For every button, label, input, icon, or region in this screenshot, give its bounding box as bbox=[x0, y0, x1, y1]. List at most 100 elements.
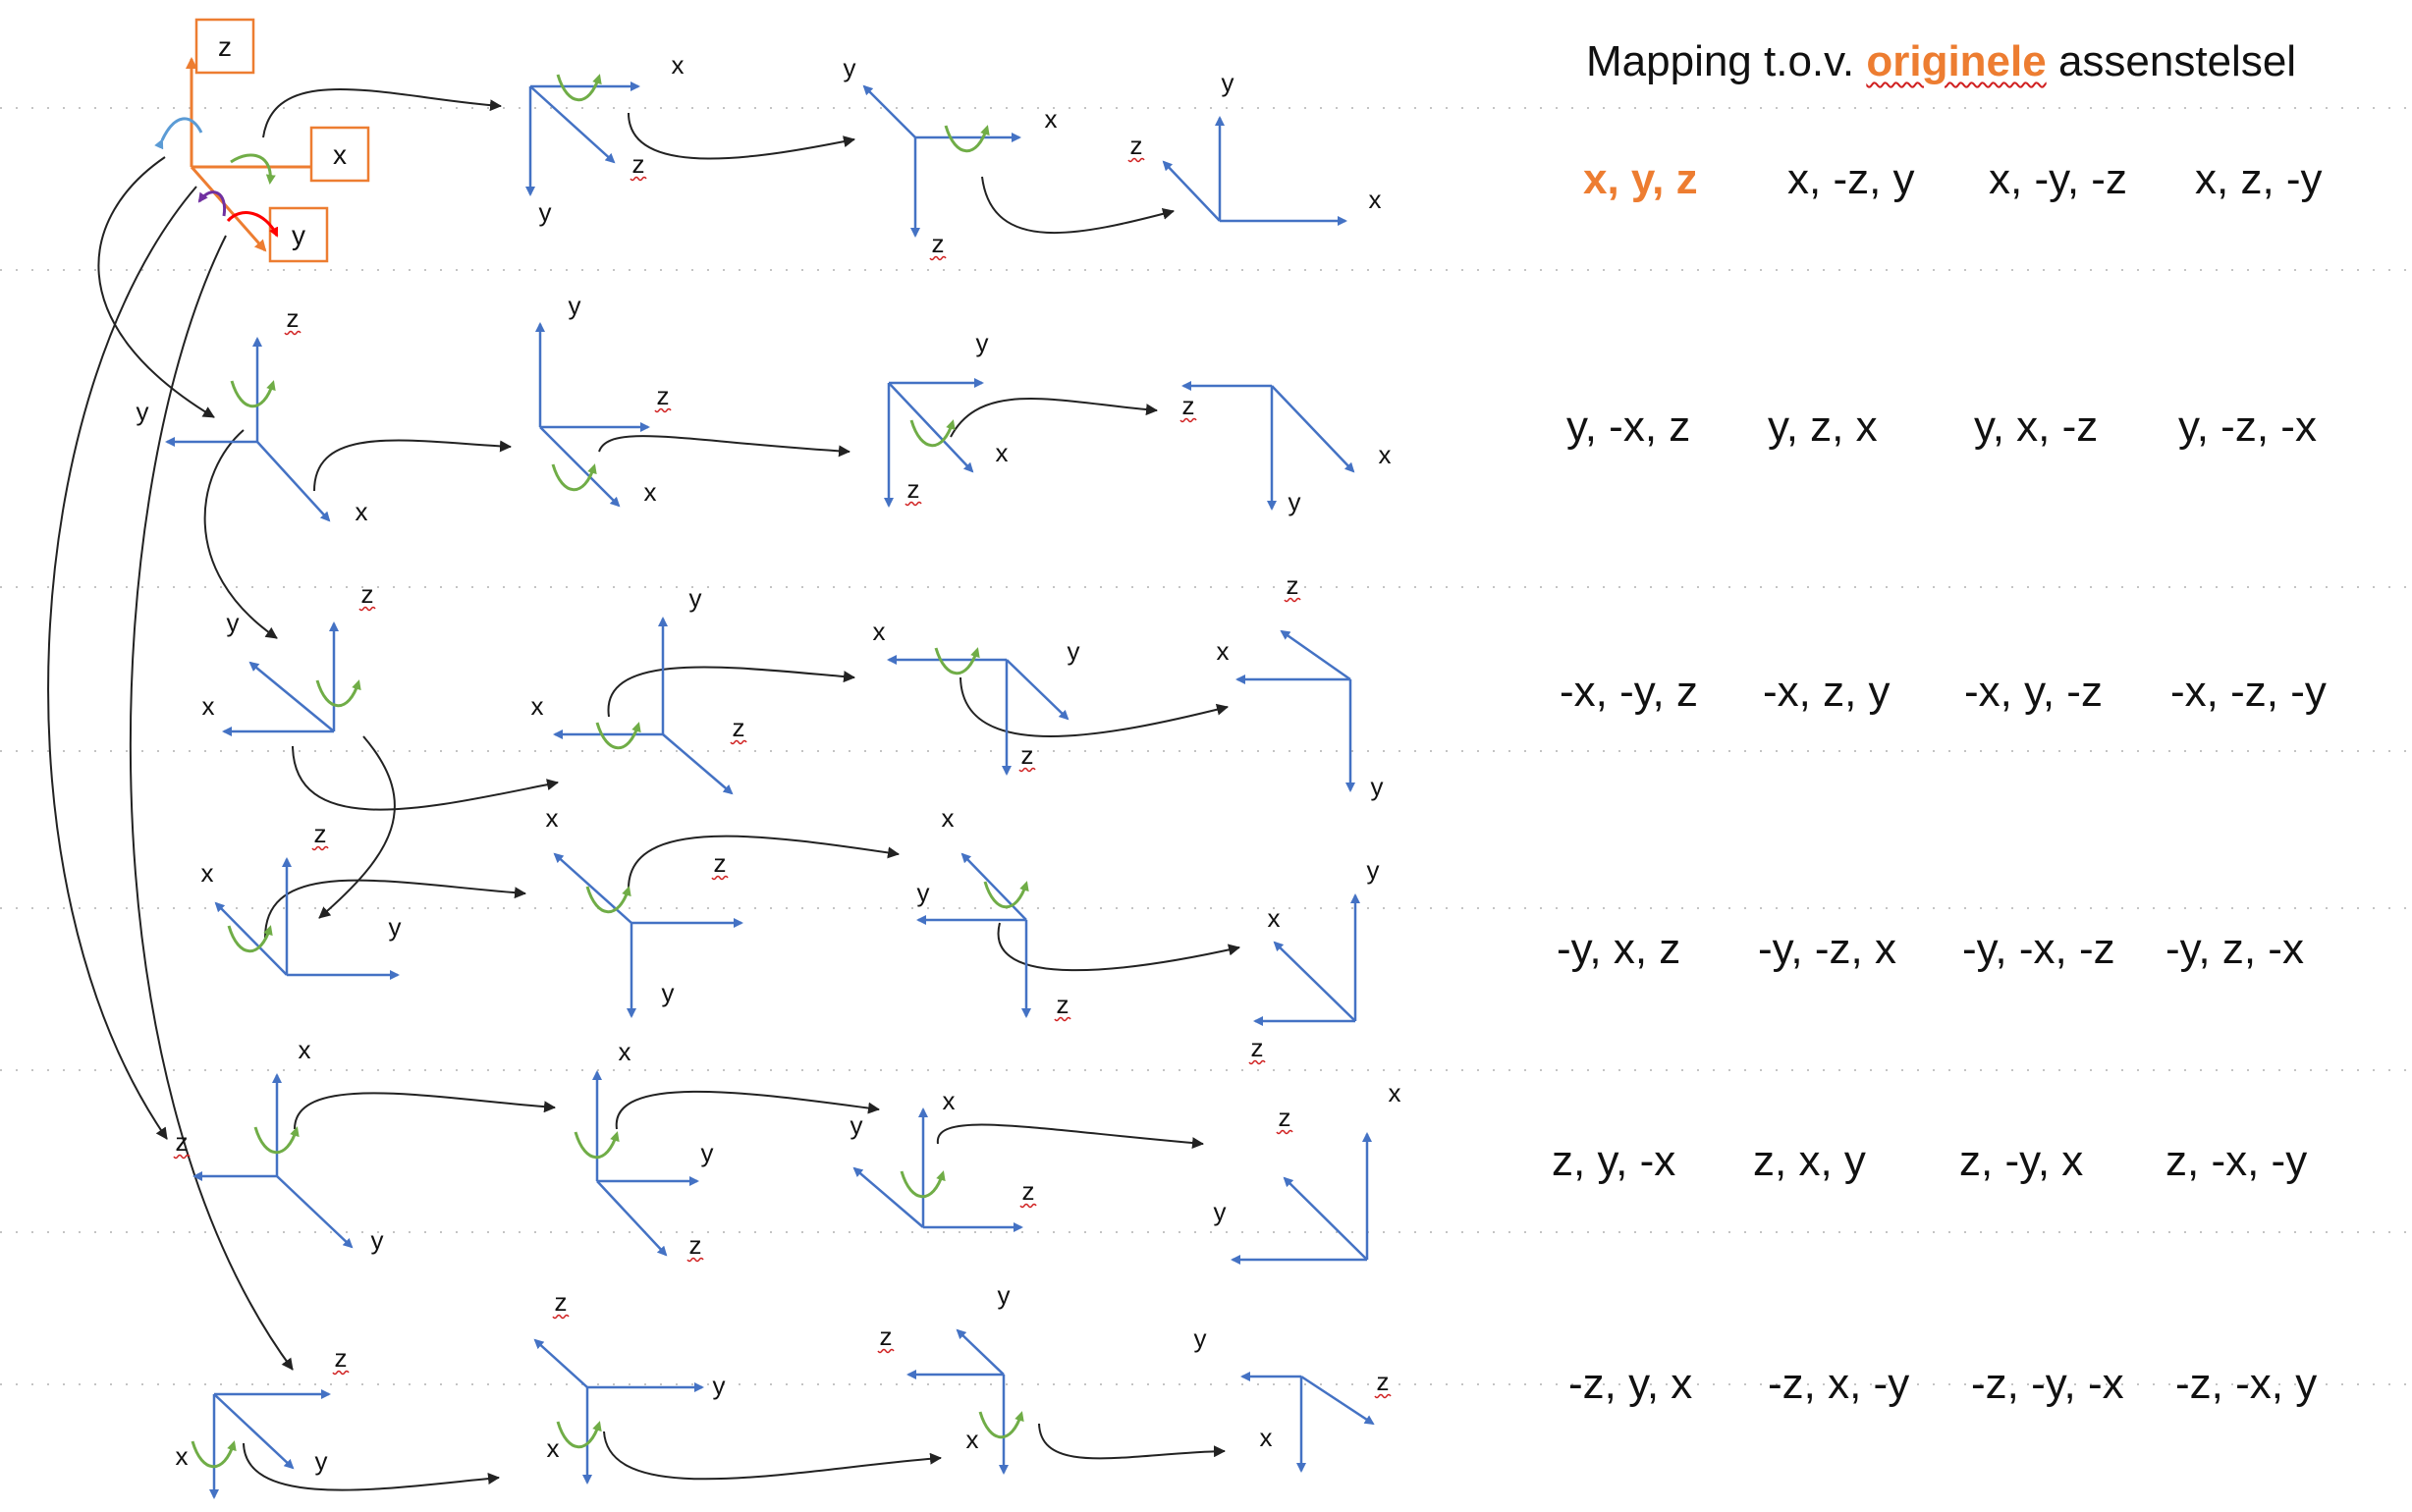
mapping-cell: x, y, z bbox=[1583, 155, 1698, 203]
rotation-arrow bbox=[900, 1170, 946, 1199]
axis-x-arrow bbox=[214, 901, 288, 976]
box bbox=[194, 18, 255, 75]
connector-arrow bbox=[292, 745, 559, 811]
axis-y-label: y bbox=[539, 197, 552, 227]
rotation-arrow bbox=[230, 380, 276, 408]
rotation-arrow bbox=[934, 647, 980, 675]
spell-underline bbox=[1019, 1203, 1037, 1209]
axis-y-label: y bbox=[227, 608, 240, 637]
axis-y-label: y bbox=[713, 1371, 726, 1400]
axis-x-label: x bbox=[1389, 1078, 1401, 1107]
axis-y-label: y bbox=[389, 912, 402, 942]
axis-y-label: y bbox=[850, 1110, 863, 1140]
axis-x-label: x bbox=[202, 691, 215, 721]
axis-y-label: y bbox=[1222, 68, 1234, 97]
axis-z-label: z bbox=[632, 149, 645, 179]
axis-frame: x y z bbox=[916, 803, 1071, 1022]
axis-frame: x y z bbox=[574, 1037, 714, 1263]
axis-y-arrow bbox=[1006, 659, 1069, 721]
spell-underline bbox=[730, 739, 747, 745]
mapping-cell: z, -x, -y bbox=[2165, 1137, 2308, 1185]
axis-y-label: y bbox=[1367, 855, 1380, 885]
spell-underline bbox=[630, 176, 647, 182]
axis-z-arrow bbox=[1162, 160, 1221, 222]
axis-z-arrow bbox=[1280, 629, 1351, 681]
axis-frame: x y z bbox=[1248, 855, 1380, 1065]
axis-y-label: y bbox=[701, 1138, 714, 1167]
connector-arrow bbox=[628, 835, 900, 890]
connector-arrow bbox=[129, 235, 294, 1371]
spell-underline bbox=[1054, 1016, 1071, 1022]
axis-y-label: y bbox=[1214, 1197, 1227, 1226]
axis-x-label: x bbox=[619, 1037, 631, 1066]
axis-y-arrow bbox=[956, 1328, 1005, 1376]
spell-underline bbox=[332, 1370, 350, 1376]
axis-frame: x y z bbox=[535, 291, 672, 508]
axis-y-label: y bbox=[1068, 636, 1080, 666]
axis-frame: x y z bbox=[525, 50, 685, 227]
origin-axis-box-z: z bbox=[194, 18, 255, 75]
axis-y-label: y bbox=[844, 53, 856, 82]
mapping-cell: -z, -y, -x bbox=[1971, 1360, 2124, 1408]
axis-frame: x y z bbox=[1127, 68, 1382, 226]
mapping-cell: -x, -y, z bbox=[1560, 668, 1698, 716]
mapping-cell: y, -x, z bbox=[1566, 403, 1691, 451]
axis-x-label: x bbox=[1260, 1423, 1273, 1452]
axis-x-arrow bbox=[256, 441, 331, 522]
mapping-cell: -y, -z, x bbox=[1758, 925, 1896, 973]
axis-y-label: y bbox=[662, 978, 675, 1007]
axis-z-arrow bbox=[662, 733, 734, 795]
axis-z-label: z bbox=[1287, 570, 1299, 600]
rotation-arrow bbox=[595, 722, 641, 750]
axis-frame: x y z bbox=[137, 303, 368, 526]
axis-frame: x y z bbox=[201, 819, 402, 980]
axis-z-label: z bbox=[1377, 1367, 1390, 1396]
spell-underline bbox=[284, 330, 302, 336]
axis-frame: x y z bbox=[176, 1343, 350, 1499]
axis-frame: x y z bbox=[1217, 570, 1384, 801]
axis-z-label: z bbox=[932, 229, 945, 258]
axis-y-arrow bbox=[862, 84, 916, 138]
axis-y-label: y bbox=[569, 291, 581, 320]
axis-y-label: y bbox=[917, 878, 930, 907]
axis-y-label: y bbox=[976, 328, 989, 357]
connector-arrow bbox=[607, 666, 855, 718]
rotation-arrow bbox=[253, 1126, 300, 1155]
axis-z-label: z bbox=[287, 303, 300, 333]
axis-z-label: z bbox=[1279, 1103, 1291, 1132]
axis-x-label: x bbox=[531, 691, 544, 721]
axis-x-label: x bbox=[966, 1425, 979, 1454]
mapping-cell: -z, -x, y bbox=[2175, 1360, 2318, 1408]
axis-y-label: y bbox=[1371, 772, 1384, 801]
title-suffix: assenstelsel bbox=[2046, 37, 2297, 85]
mapping-cell: -z, x, -y bbox=[1768, 1360, 1910, 1408]
mapping-cell: x, -z, y bbox=[1787, 155, 1915, 203]
connector-arrow bbox=[262, 88, 502, 138]
connector-arrow bbox=[264, 879, 526, 939]
spell-underline bbox=[358, 606, 376, 612]
connector-arrow bbox=[294, 1092, 556, 1130]
axis-frames: xyzxyzxyzxyzxyzxyzxyzxyzxyzxyzxyzxyzxyzx… bbox=[137, 18, 1401, 1499]
axis-z-label: z bbox=[1182, 391, 1195, 420]
connector-arrow bbox=[997, 922, 1240, 972]
axis-y-label: y bbox=[371, 1225, 384, 1255]
axis-z-arrow bbox=[529, 85, 616, 164]
mapping-cell: -y, -x, -z bbox=[1962, 925, 2115, 973]
box bbox=[268, 206, 329, 263]
axis-x-label: x bbox=[547, 1433, 560, 1463]
axis-y-label: y bbox=[1288, 487, 1301, 516]
rotation-arrow-x bbox=[230, 153, 276, 185]
rotation-arrow bbox=[944, 125, 990, 153]
box bbox=[309, 126, 370, 183]
axis-z-label: z bbox=[1022, 1176, 1035, 1206]
connector-arrow bbox=[936, 1123, 1204, 1150]
axis-z-label: z bbox=[907, 474, 920, 504]
mapping-cell: -y, z, -x bbox=[2165, 925, 2304, 973]
axis-z-arrow bbox=[533, 1338, 588, 1388]
axis-frame: x y z bbox=[884, 328, 1009, 508]
spell-underline bbox=[1018, 767, 1036, 773]
mapping-cell: y, z, x bbox=[1768, 403, 1878, 451]
connector-arrow bbox=[1038, 1423, 1226, 1460]
